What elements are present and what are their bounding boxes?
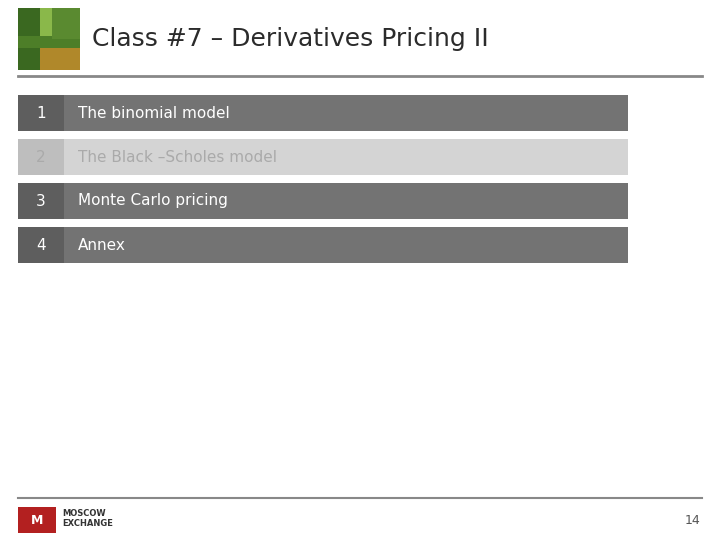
FancyBboxPatch shape	[40, 45, 80, 70]
Text: 4: 4	[36, 238, 46, 253]
FancyBboxPatch shape	[18, 183, 628, 219]
FancyBboxPatch shape	[18, 183, 64, 219]
Text: Class #7 – Derivatives Pricing II: Class #7 – Derivatives Pricing II	[92, 27, 489, 51]
Text: The Black –Scholes model: The Black –Scholes model	[78, 150, 277, 165]
Text: 14: 14	[684, 514, 700, 526]
Text: 3: 3	[36, 193, 46, 208]
FancyBboxPatch shape	[18, 227, 628, 263]
FancyBboxPatch shape	[18, 8, 80, 36]
FancyBboxPatch shape	[18, 507, 56, 533]
Text: The binomial model: The binomial model	[78, 105, 230, 120]
FancyBboxPatch shape	[52, 8, 80, 39]
Text: Monte Carlo pricing: Monte Carlo pricing	[78, 193, 228, 208]
FancyBboxPatch shape	[18, 8, 40, 70]
FancyBboxPatch shape	[18, 8, 80, 70]
Text: Annex: Annex	[78, 238, 126, 253]
FancyBboxPatch shape	[18, 36, 80, 48]
FancyBboxPatch shape	[18, 139, 64, 175]
Text: M: M	[31, 514, 43, 526]
FancyBboxPatch shape	[18, 139, 628, 175]
FancyBboxPatch shape	[18, 227, 64, 263]
FancyBboxPatch shape	[18, 95, 64, 131]
Text: MOSCOW: MOSCOW	[62, 509, 106, 517]
Text: EXCHANGE: EXCHANGE	[62, 518, 113, 528]
FancyBboxPatch shape	[18, 95, 628, 131]
Text: 2: 2	[36, 150, 46, 165]
Text: 1: 1	[36, 105, 46, 120]
